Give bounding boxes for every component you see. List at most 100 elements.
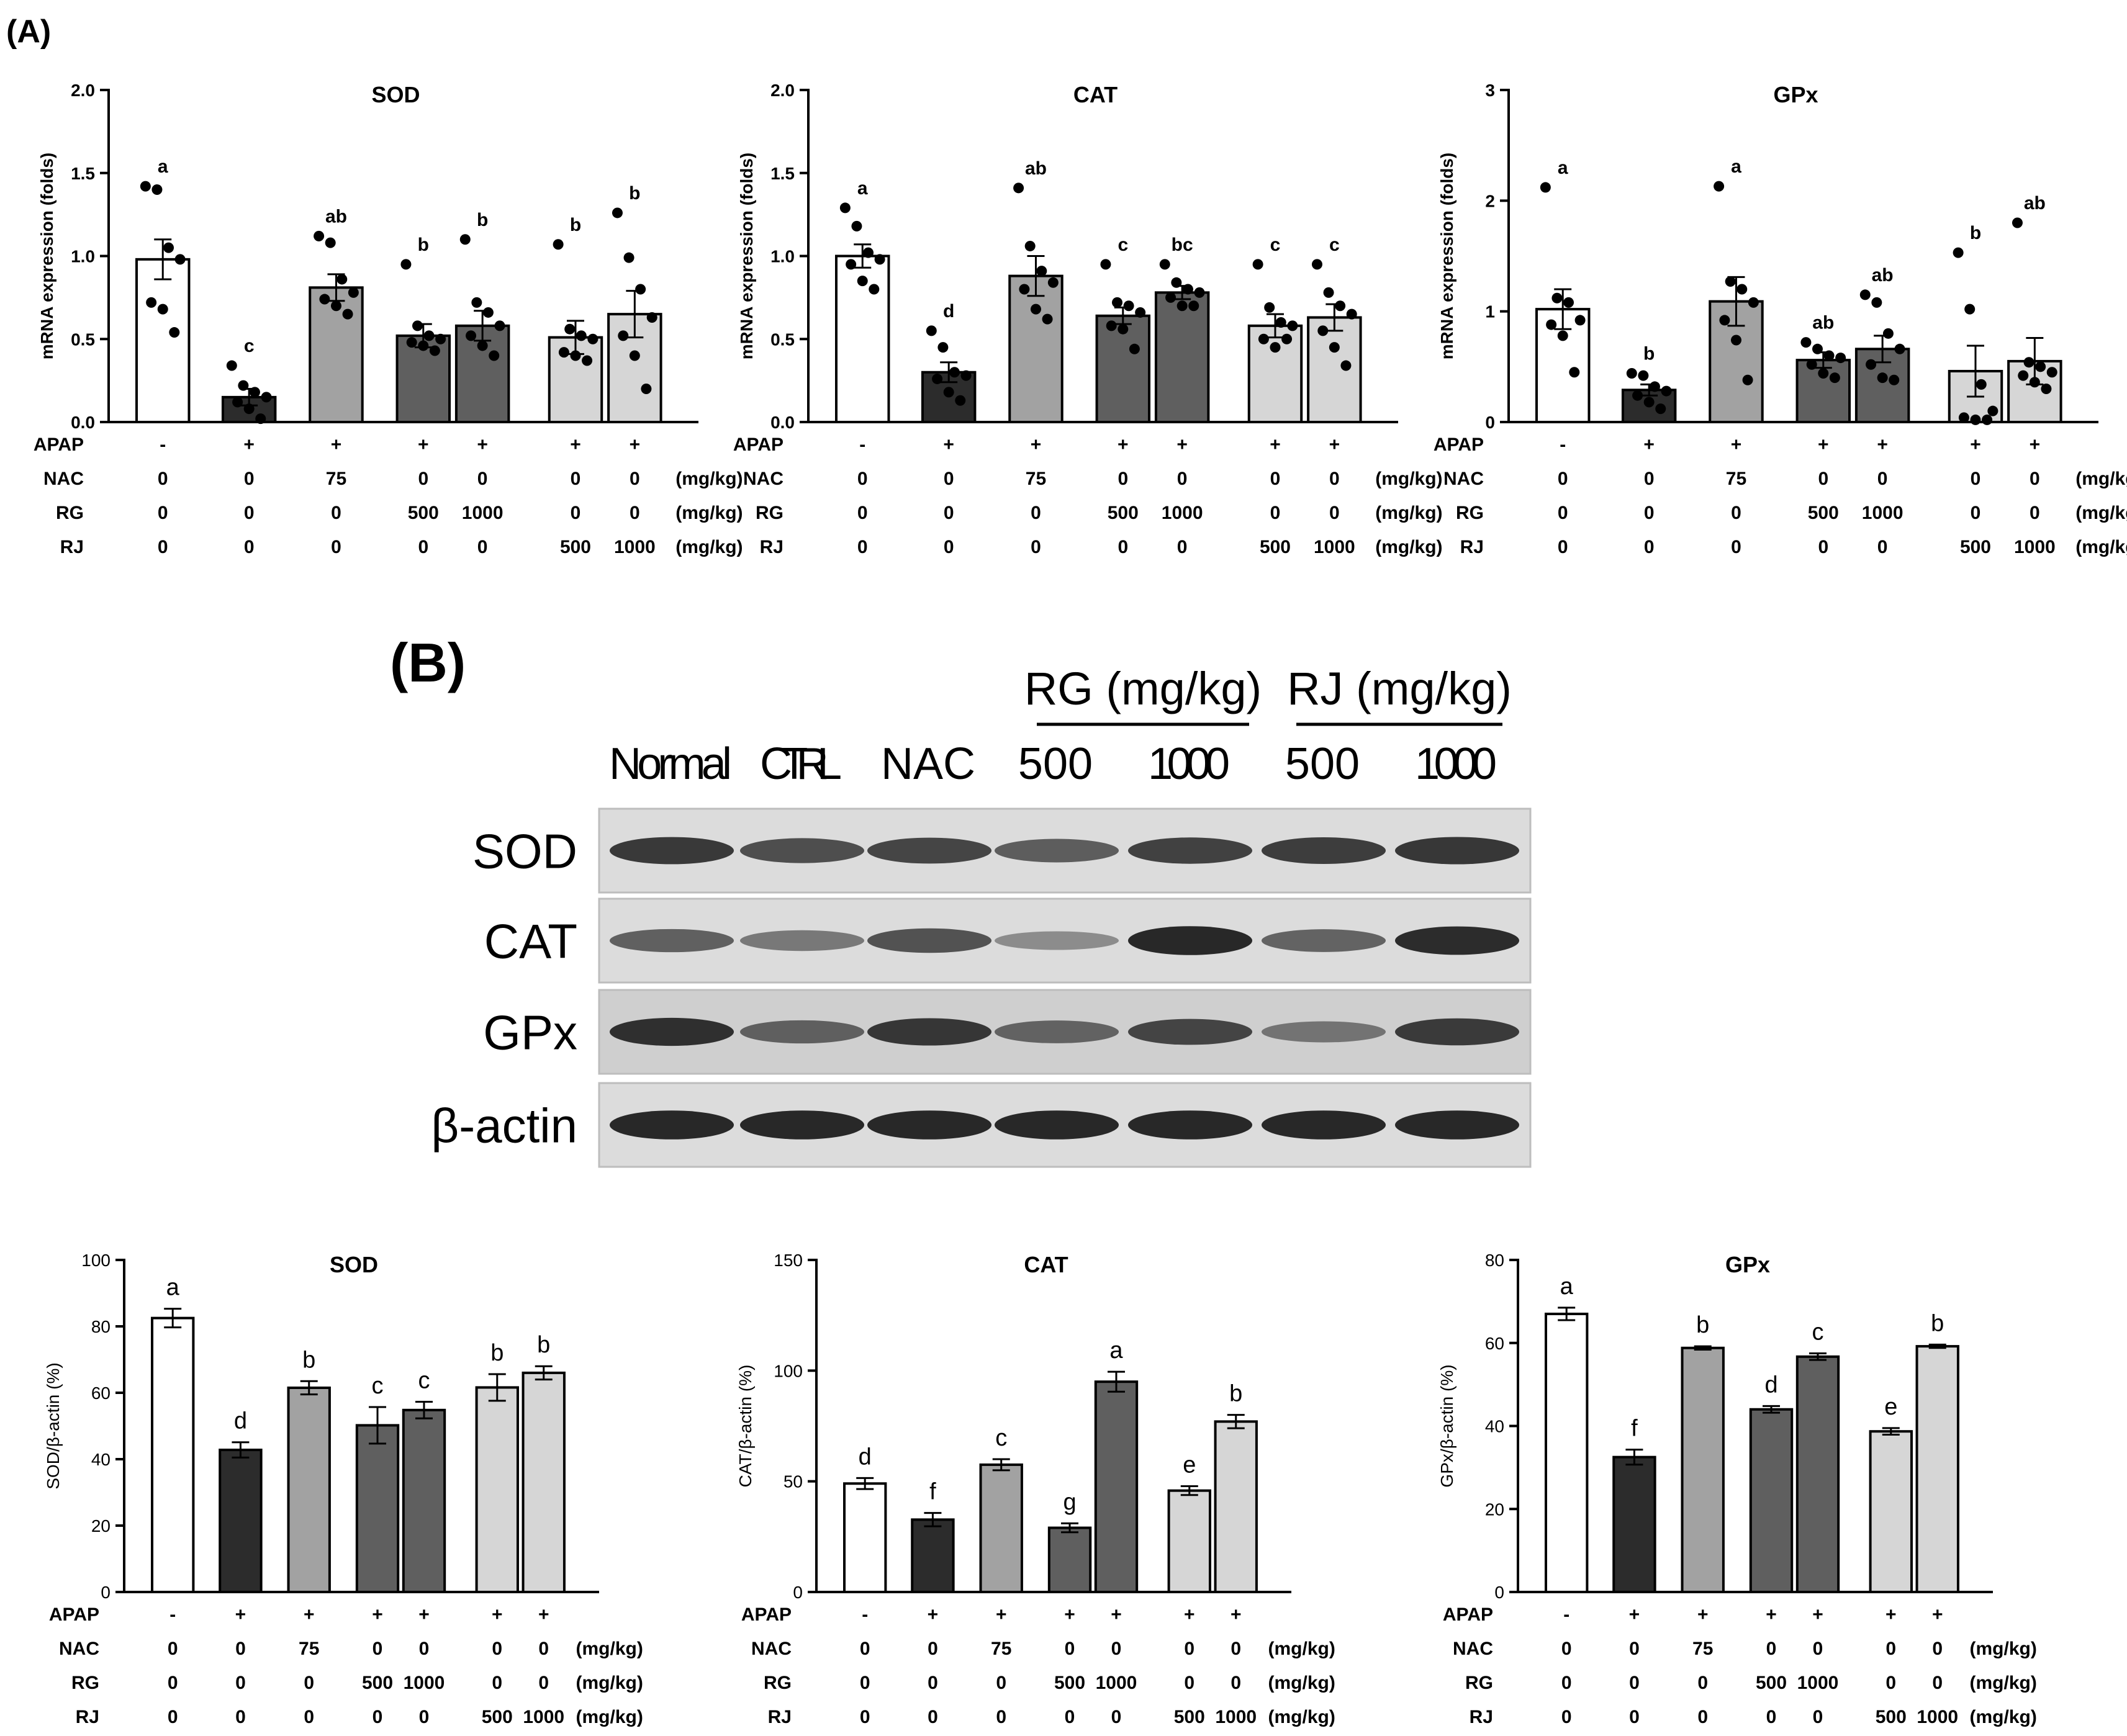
data-point [1111, 297, 1122, 308]
table-cell: + [1629, 1604, 1640, 1625]
table-cell: 0 [168, 1639, 178, 1659]
data-point [1100, 259, 1111, 270]
table-cell: 0 [1231, 1639, 1241, 1659]
data-point [641, 384, 652, 394]
y-tick-label: 0 [793, 1583, 803, 1602]
table-cell: 500 [362, 1673, 393, 1693]
significance-letter: f [1631, 1416, 1638, 1442]
table-cell: 500 [1260, 537, 1291, 557]
table-cell: 0 [492, 1639, 502, 1659]
data-point [1270, 342, 1281, 353]
data-point [1655, 403, 1666, 415]
table-cell: 0 [1065, 1707, 1075, 1727]
data-point [325, 237, 336, 248]
data-point [1970, 414, 1981, 425]
blot-group-label: RJ (mg/kg) [1287, 663, 1512, 714]
data-point [1643, 397, 1655, 408]
table-row-label-apap: APAP [49, 1604, 99, 1625]
data-point [1540, 182, 1551, 193]
data-point [1188, 300, 1199, 312]
blot-panel-beta-actin: β-actin [431, 1082, 1532, 1168]
y-axis-label: mRNA expression (folds) [737, 153, 756, 359]
blot-band [740, 1020, 864, 1044]
blot-protein-label: SOD [472, 824, 577, 879]
bar-0 [151, 1316, 195, 1593]
table-cell: 0 [860, 1639, 870, 1659]
data-point [418, 340, 429, 351]
y-tick-label: 60 [91, 1383, 111, 1403]
table-cell: + [1818, 434, 1829, 455]
table-row-label-rg: RG [1465, 1673, 1493, 1693]
table-unit: (mg/kg) [2075, 469, 2127, 489]
data-point [1719, 315, 1730, 326]
y-axis-label: CAT/β-actin (%) [736, 1365, 755, 1488]
table-unit: (mg/kg) [2075, 503, 2127, 523]
significance-letter: a [166, 1275, 180, 1301]
table-cell: - [169, 1604, 176, 1625]
table-row-label-apap: APAP [1434, 434, 1484, 455]
data-point [471, 297, 482, 308]
blot-band [1395, 926, 1519, 955]
table-cell: 0 [860, 1707, 870, 1727]
table-row-label-rg: RG [756, 503, 784, 523]
table-cell: + [331, 434, 342, 455]
table-cell: 0 [168, 1707, 178, 1727]
table-cell: 500 [1808, 503, 1839, 523]
table-cell: 1000 [1215, 1707, 1257, 1727]
table-cell: + [304, 1604, 315, 1625]
data-point [140, 181, 151, 192]
table-cell: 0 [1644, 537, 1655, 557]
data-point [1551, 292, 1563, 304]
y-axis-label: GPx/β-actin (%) [1437, 1364, 1456, 1487]
data-point [1176, 300, 1188, 312]
significance-letter: b [1643, 344, 1655, 364]
bar-6 [1915, 1345, 1959, 1594]
data-point [1964, 304, 1976, 315]
table-cell: 0 [944, 469, 954, 489]
table-cell: 0 [1697, 1707, 1708, 1727]
table-cell: 0 [235, 1707, 246, 1727]
significance-letter: bc [1172, 235, 1193, 255]
significance-letter: c [1118, 235, 1128, 255]
significance-letter: c [418, 1367, 430, 1393]
data-point [157, 304, 168, 315]
y-tick-label: 0.0 [71, 413, 95, 432]
data-point [412, 320, 423, 331]
bar-2 [1681, 1346, 1725, 1593]
y-tick-label: 0 [1494, 1583, 1504, 1602]
significance-letter: ab [325, 206, 347, 227]
table-unit: (mg/kg) [675, 503, 743, 523]
data-point [1812, 343, 1823, 354]
data-point [249, 387, 260, 398]
data-point [1748, 297, 1759, 308]
table-cell: 0 [1031, 537, 1041, 557]
table-cell: 0 [1697, 1673, 1708, 1693]
significance-letter: ab [2024, 193, 2046, 214]
data-point [1019, 284, 1030, 295]
table-cell: 75 [326, 469, 346, 489]
data-point [336, 274, 348, 285]
table-row-label-nac: NAC [59, 1639, 99, 1659]
data-point [1252, 259, 1263, 270]
significance-letter: b [490, 1340, 504, 1366]
table-cell: 0 [1813, 1639, 1823, 1659]
blot-protein-label: GPx [483, 1005, 577, 1060]
data-point [348, 287, 359, 298]
data-point [1042, 313, 1053, 325]
table-cell: 1000 [462, 503, 504, 523]
y-tick-label: 1.0 [770, 247, 795, 266]
data-point [874, 254, 885, 265]
table-row-label-rj: RJ [1470, 1707, 1493, 1727]
blot-protein-label: CAT [484, 914, 577, 969]
data-point [429, 345, 440, 356]
significance-letter: b [302, 1347, 315, 1373]
y-axis-label: mRNA expression (folds) [37, 153, 56, 359]
table-row-label-nac: NAC [43, 469, 84, 489]
blot-band [740, 1110, 864, 1140]
table-cell: + [570, 434, 581, 455]
data-point [587, 333, 598, 344]
blot-band [995, 839, 1119, 863]
y-tick-label: 0.0 [770, 413, 795, 432]
bar-6 [522, 1371, 566, 1593]
significance-letter: f [929, 1479, 936, 1505]
